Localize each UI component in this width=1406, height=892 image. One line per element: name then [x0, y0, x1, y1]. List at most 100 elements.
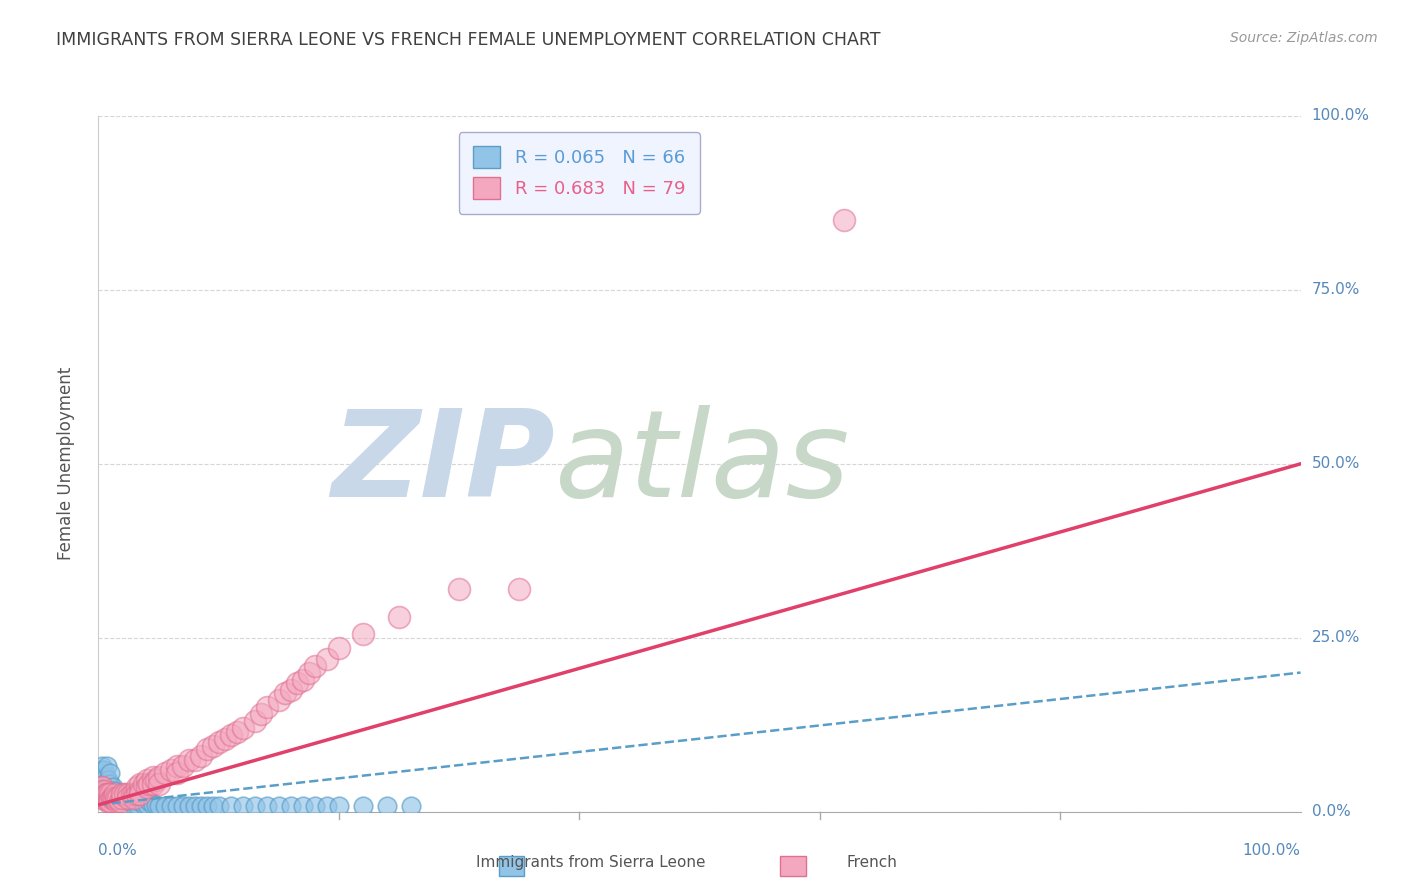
Point [256, 799, 278, 814]
Point [267, 799, 290, 814]
Point [132, 777, 155, 791]
Point [104, 784, 127, 798]
Point [124, 790, 146, 805]
Point [100, 777, 122, 791]
Point [190, 799, 212, 814]
Text: 100.0%: 100.0% [1243, 843, 1301, 858]
Point [100, 794, 122, 808]
Point [125, 788, 148, 801]
Point [153, 766, 176, 780]
Point [107, 790, 129, 805]
Point [100, 788, 122, 801]
Point [93, 790, 115, 805]
Point [96, 788, 118, 801]
Point [172, 799, 194, 814]
Point [124, 788, 146, 801]
Point [129, 794, 152, 808]
Point [101, 790, 124, 805]
Point [90, 763, 112, 777]
Point [267, 693, 290, 707]
Point [219, 799, 242, 814]
Point [91, 770, 114, 784]
Point [145, 773, 167, 788]
Point [121, 788, 143, 801]
Text: atlas: atlas [555, 405, 851, 523]
Point [94, 770, 117, 784]
Point [129, 788, 152, 801]
Point [304, 799, 326, 814]
Point [285, 676, 308, 690]
Point [101, 780, 124, 795]
Point [243, 714, 266, 729]
Point [291, 673, 314, 687]
Point [100, 766, 122, 780]
Point [138, 777, 160, 791]
Point [159, 799, 181, 814]
Point [352, 627, 374, 641]
Point [91, 773, 114, 788]
Point [91, 759, 114, 773]
Point [225, 724, 247, 739]
Text: 100.0%: 100.0% [1312, 109, 1369, 123]
Point [97, 773, 120, 788]
Text: ZIP: ZIP [332, 405, 555, 523]
Point [135, 780, 157, 795]
Point [232, 799, 254, 814]
Point [447, 582, 470, 596]
Point [280, 683, 302, 698]
Point [91, 790, 114, 805]
Point [153, 799, 176, 814]
Point [125, 797, 148, 812]
Point [91, 780, 114, 795]
Point [93, 784, 115, 798]
Point [135, 797, 157, 812]
Text: 0.0%: 0.0% [1312, 805, 1350, 819]
Point [148, 799, 170, 814]
Point [219, 728, 242, 742]
Point [166, 766, 188, 780]
Text: Source: ZipAtlas.com: Source: ZipAtlas.com [1230, 31, 1378, 45]
Point [100, 784, 122, 798]
Point [132, 797, 155, 812]
Point [129, 784, 152, 798]
Point [98, 794, 121, 808]
Point [166, 759, 188, 773]
Point [291, 799, 314, 814]
Point [100, 790, 122, 805]
Point [177, 753, 200, 767]
Point [232, 721, 254, 735]
Text: 50.0%: 50.0% [1312, 457, 1360, 471]
Point [114, 788, 136, 801]
Point [91, 766, 114, 780]
Point [108, 790, 131, 805]
Point [98, 790, 121, 805]
Point [97, 788, 120, 801]
Point [201, 739, 224, 753]
Point [111, 788, 134, 801]
Point [141, 797, 163, 812]
Point [91, 780, 114, 795]
Point [93, 784, 115, 798]
Point [111, 790, 134, 805]
Point [274, 686, 297, 700]
Text: Immigrants from Sierra Leone: Immigrants from Sierra Leone [475, 855, 706, 870]
Point [190, 749, 212, 764]
Point [214, 731, 236, 746]
Point [315, 799, 337, 814]
Point [98, 777, 121, 791]
Point [208, 799, 231, 814]
Point [388, 610, 411, 624]
Point [183, 799, 205, 814]
Text: French: French [846, 855, 897, 870]
Point [304, 658, 326, 673]
Point [145, 797, 167, 812]
Point [399, 799, 422, 814]
Point [107, 790, 129, 805]
Text: 0.0%: 0.0% [98, 843, 138, 858]
Point [832, 213, 855, 227]
Point [124, 797, 146, 812]
Point [90, 780, 112, 795]
Point [94, 784, 117, 798]
Point [101, 788, 124, 801]
Point [148, 777, 170, 791]
